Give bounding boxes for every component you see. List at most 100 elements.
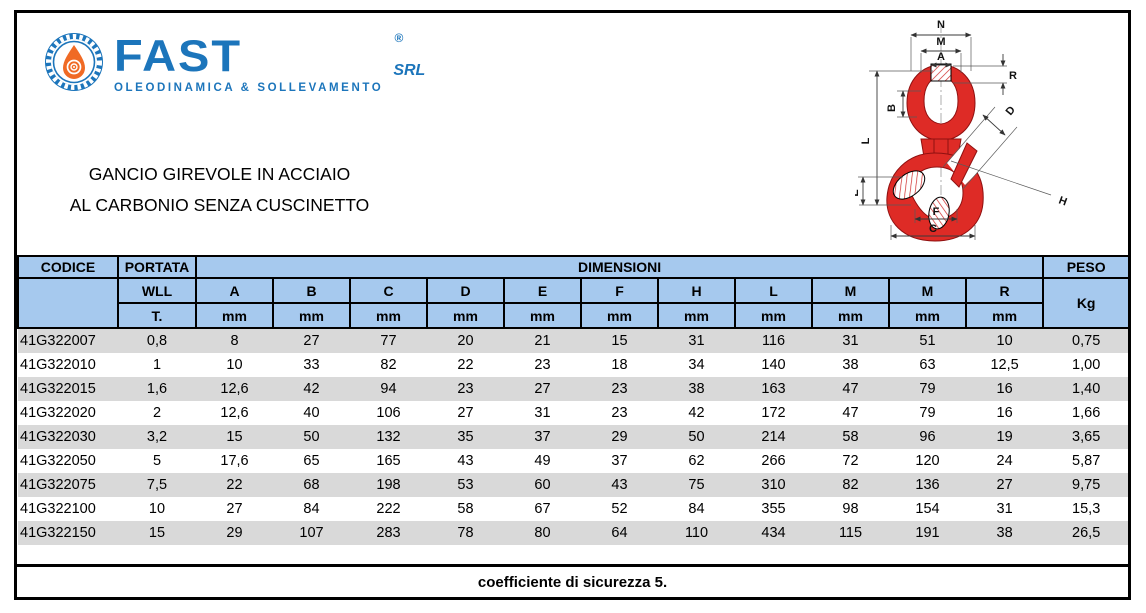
brand-suffix: SRL bbox=[393, 62, 426, 79]
cell-dimension: 15 bbox=[581, 328, 658, 353]
dim-label-h: H bbox=[1057, 195, 1069, 209]
cell-dimension: 52 bbox=[611, 501, 628, 517]
hook-tip bbox=[950, 142, 978, 188]
table-row: 41G322020 2 12,6 40 106 27 31 23 42 172 47 79 16 1,66 bbox=[18, 401, 1128, 425]
cell-dimension: 33 bbox=[303, 357, 320, 373]
table-row: 41G322015 1,6 12,6 42 94 23 27 23 38 163 47 79 16 1,4… bbox=[18, 377, 1128, 401]
cell-peso: 5,87 bbox=[1072, 453, 1101, 469]
cell-dimension: 35 bbox=[427, 425, 504, 449]
cell-dimension: 16 bbox=[966, 377, 1044, 401]
dim-col-unit: mm bbox=[580, 302, 659, 329]
cell-dimension: 65 bbox=[303, 453, 320, 469]
cell-dimension: 53 bbox=[427, 473, 504, 497]
brand-logo: FAST ® SRL OLEODINAMICA & SOLLEVAMENTO bbox=[42, 30, 433, 94]
cell-dimension: 40 bbox=[303, 405, 320, 421]
cell-peso: 26,5 bbox=[1043, 521, 1128, 545]
cell-dimension: 50 bbox=[273, 425, 350, 449]
cell-dimension: 12,5 bbox=[990, 357, 1019, 373]
col-header-wll: WLL bbox=[117, 277, 197, 304]
cell-dimension: 82 bbox=[380, 357, 397, 373]
cell-dimension: 38 bbox=[966, 521, 1044, 545]
cell-dimension: 22 bbox=[457, 357, 474, 373]
cell-dimension: 31 bbox=[658, 328, 735, 353]
cell-wll: 7,5 bbox=[118, 473, 196, 497]
cell-dimension: 42 bbox=[688, 405, 705, 421]
cell-wll: 0,8 bbox=[118, 328, 196, 353]
dim-col-unit: mm bbox=[349, 302, 428, 329]
dim-label-r: R bbox=[1009, 70, 1017, 82]
cell-dimension: 23 bbox=[611, 405, 628, 421]
cell-codice: 41G322015 bbox=[18, 377, 118, 401]
dim-col-unit: mm bbox=[734, 302, 813, 329]
cell-dimension: 110 bbox=[658, 521, 735, 545]
cell-dimension: 38 bbox=[842, 357, 859, 373]
dim-col-header: R bbox=[964, 277, 1045, 304]
dim-col-unit: mm bbox=[503, 302, 582, 329]
cell-dimension: 79 bbox=[889, 377, 966, 401]
cell-codice: 41G322010 bbox=[20, 357, 96, 373]
cell-dimension: 18 bbox=[611, 357, 628, 373]
cell-dimension: 434 bbox=[735, 521, 812, 545]
cell-dimension: 37 bbox=[611, 453, 628, 469]
cell-dimension: 94 bbox=[350, 377, 427, 401]
table-header-row-1: CODICE PORTATA DIMENSIONI PESO bbox=[17, 255, 1128, 279]
dim-col-header: D bbox=[426, 277, 505, 304]
cell-dimension: 84 bbox=[303, 501, 320, 517]
dim-label-l: L bbox=[860, 137, 872, 144]
dim-col-unit: mm bbox=[272, 302, 351, 329]
page-title-line-1: GANCIO GIREVOLE IN ACCIAIO bbox=[88, 164, 351, 184]
safety-factor-text: coefficiente di sicurezza 5. bbox=[477, 573, 668, 591]
cell-dimension: 31 bbox=[812, 328, 889, 353]
cell-dimension: 78 bbox=[427, 521, 504, 545]
cell-codice: 41G322020 bbox=[20, 405, 96, 421]
cell-dimension: 43 bbox=[457, 453, 474, 469]
table-header-row-3: T. mm mm mm mm mm mm mm mm mm mm mm bbox=[18, 302, 1128, 329]
page-header: FAST ® SRL OLEODINAMICA & SOLLEVAMENTO G… bbox=[17, 13, 1128, 255]
safety-factor-bar: coefficiente di sicurezza 5. bbox=[17, 564, 1128, 597]
cell-dimension: 17,6 bbox=[220, 453, 249, 469]
cell-dimension: 106 bbox=[376, 405, 401, 421]
dim-label-c: C bbox=[929, 223, 937, 235]
cell-dimension: 132 bbox=[350, 425, 427, 449]
dim-col-header: A bbox=[195, 277, 274, 304]
cell-dimension: 60 bbox=[504, 473, 581, 497]
dim-col-header: M bbox=[888, 277, 967, 304]
cell-dimension: 116 bbox=[735, 328, 812, 353]
cell-dimension: 31 bbox=[996, 501, 1013, 517]
cell-dimension: 58 bbox=[457, 501, 474, 517]
cell-dimension: 27 bbox=[504, 377, 581, 401]
dim-col-unit: mm bbox=[811, 302, 890, 329]
cell-dimension: 23 bbox=[427, 377, 504, 401]
cell-dimension: 29 bbox=[581, 425, 658, 449]
cell-dimension: 82 bbox=[812, 473, 889, 497]
cell-dimension: 20 bbox=[427, 328, 504, 353]
registered-trademark-symbol: ® bbox=[394, 31, 404, 45]
cell-dimension: 47 bbox=[812, 377, 889, 401]
cell-dimension: 51 bbox=[889, 328, 966, 353]
cell-dimension: 19 bbox=[966, 425, 1044, 449]
dim-col-header: M bbox=[811, 277, 890, 304]
cell-dimension: 68 bbox=[273, 473, 350, 497]
table-row: 41G322050 5 17,6 65 165 43 49 37 62 266 72 120 24 5,8… bbox=[18, 449, 1128, 473]
gear-drop-icon bbox=[45, 33, 103, 91]
cell-dimension: 79 bbox=[919, 405, 936, 421]
cell-dimension: 23 bbox=[581, 377, 658, 401]
table-row: 41G322150 15 29 107 283 78 80 64 110 434 115 191 38 2… bbox=[18, 521, 1128, 545]
cell-wll: 1 bbox=[152, 357, 162, 373]
cell-wll: 2 bbox=[152, 405, 162, 421]
cell-dimension: 10 bbox=[966, 328, 1044, 353]
cell-dimension: 172 bbox=[761, 405, 786, 421]
cell-dimension: 214 bbox=[735, 425, 812, 449]
cell-dimension: 21 bbox=[504, 328, 581, 353]
dim-label-e: E bbox=[855, 189, 861, 196]
datasheet-page: FAST ® SRL OLEODINAMICA & SOLLEVAMENTO G… bbox=[14, 10, 1131, 600]
cell-dimension: 34 bbox=[688, 357, 705, 373]
hook-eye bbox=[906, 63, 976, 142]
cell-peso: 0,75 bbox=[1043, 328, 1128, 353]
cell-dimension: 50 bbox=[658, 425, 735, 449]
cell-dimension: 355 bbox=[761, 501, 786, 517]
col-header-kg: Kg bbox=[1042, 277, 1128, 329]
cell-dimension: 115 bbox=[812, 521, 889, 545]
cell-dimension: 140 bbox=[761, 357, 786, 373]
